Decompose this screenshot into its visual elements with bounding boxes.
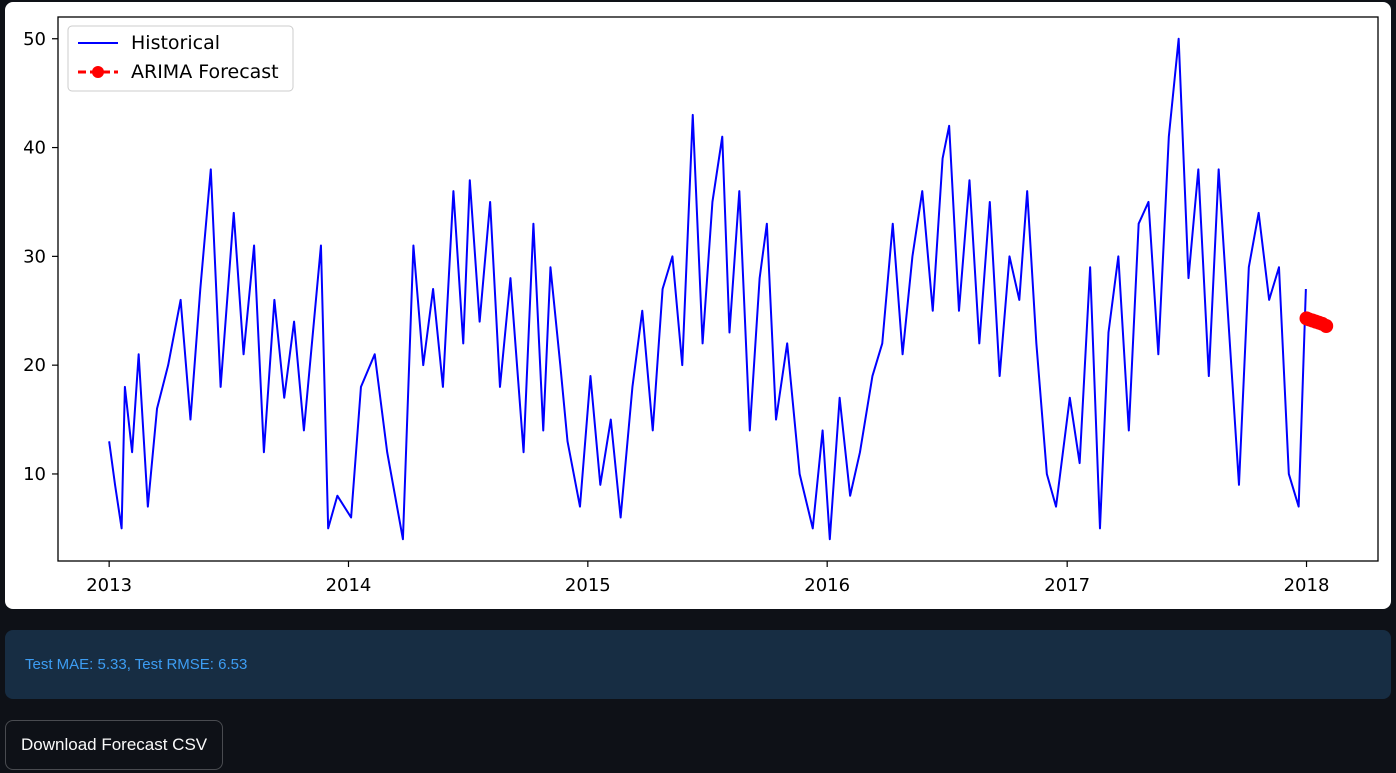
forecast-line-chart: 2013 2014 2015 2016 2017 2018 10 20 30 40 50 Hist… xyxy=(23,16,1379,596)
metrics-info-box: Test MAE: 5.33, Test RMSE: 6.53 xyxy=(5,630,1391,699)
legend-box xyxy=(67,25,294,92)
download-forecast-csv-button[interactable]: Download Forecast CSV xyxy=(5,720,224,770)
y-tick-label: 30 xyxy=(23,246,46,267)
x-tick-label: 2014 xyxy=(326,575,372,596)
x-tick-label: 2016 xyxy=(804,575,850,596)
forecast-point xyxy=(1319,318,1334,333)
historical-line xyxy=(108,37,1307,541)
x-tick-label: 2015 xyxy=(565,575,611,596)
plot-area xyxy=(57,16,1379,562)
forecast-series xyxy=(1299,311,1334,333)
legend-historical-label: Historical xyxy=(131,32,220,54)
x-axis: 2013 2014 2015 2016 2017 2018 xyxy=(86,561,1329,596)
chart-legend: Historical ARIMA Forecast xyxy=(67,25,294,92)
metrics-text: Test MAE: 5.33, Test RMSE: 6.53 xyxy=(25,656,248,673)
y-tick-label: 50 xyxy=(23,29,46,50)
x-tick-label: 2017 xyxy=(1044,575,1090,596)
legend-forecast-marker xyxy=(92,66,104,78)
y-tick-label: 10 xyxy=(23,464,46,485)
x-tick-label: 2013 xyxy=(86,575,132,596)
y-tick-label: 40 xyxy=(23,138,46,159)
legend-forecast-label: ARIMA Forecast xyxy=(131,61,279,83)
y-tick-label: 20 xyxy=(23,355,46,376)
x-tick-label: 2018 xyxy=(1284,575,1330,596)
forecast-chart: 2013 2014 2015 2016 2017 2018 10 20 30 40 50 Hist… xyxy=(5,2,1391,609)
y-axis: 10 20 30 40 50 xyxy=(23,29,58,485)
historical-series xyxy=(108,37,1307,541)
